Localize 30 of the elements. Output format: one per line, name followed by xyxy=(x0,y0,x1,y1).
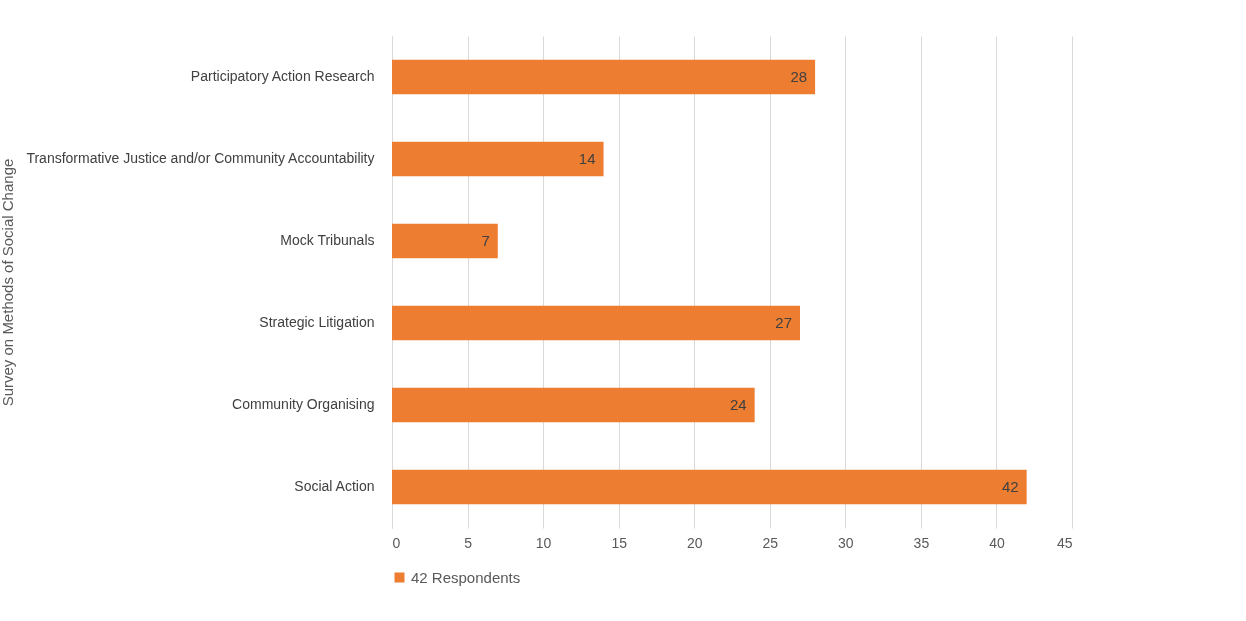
data-label: 7 xyxy=(481,232,490,249)
y-tick-label: Mock Tribunals xyxy=(280,232,375,248)
x-tick-label: 25 xyxy=(762,534,779,551)
data-label: 24 xyxy=(729,396,747,413)
x-tick-label: 10 xyxy=(535,534,552,551)
y-tick-label: Social Action xyxy=(294,478,375,494)
y-tick-label: Strategic Litigation xyxy=(259,314,375,330)
bar xyxy=(392,305,800,341)
data-label: 42 xyxy=(1001,478,1019,495)
y-tick-label: Community Organising xyxy=(232,396,375,412)
data-label: 27 xyxy=(775,314,792,331)
y-tick-label: Transformative Justice and/or Community Accountability xyxy=(26,150,375,166)
x-tick-label: 35 xyxy=(913,534,930,551)
bar xyxy=(392,59,816,95)
x-tick-label: 15 xyxy=(611,534,628,551)
legend-label: 42 Respondents xyxy=(411,568,521,586)
bar xyxy=(392,141,604,177)
bar xyxy=(392,223,498,259)
x-tick-label: 0 xyxy=(392,534,401,551)
data-label: 14 xyxy=(578,150,596,167)
bar xyxy=(392,387,755,423)
x-tick-label: 30 xyxy=(838,534,854,551)
bar xyxy=(392,469,1027,505)
y-axis-title: Survey on Methods of Social Change xyxy=(0,158,16,407)
y-tick-label: Participatory Action Research xyxy=(190,68,375,84)
x-tick-label: 5 xyxy=(464,534,473,551)
x-tick-label: 20 xyxy=(686,534,703,551)
x-tick-label: 45 xyxy=(1056,534,1073,551)
data-label: 28 xyxy=(790,68,808,85)
x-tick-label: 40 xyxy=(989,534,1005,551)
